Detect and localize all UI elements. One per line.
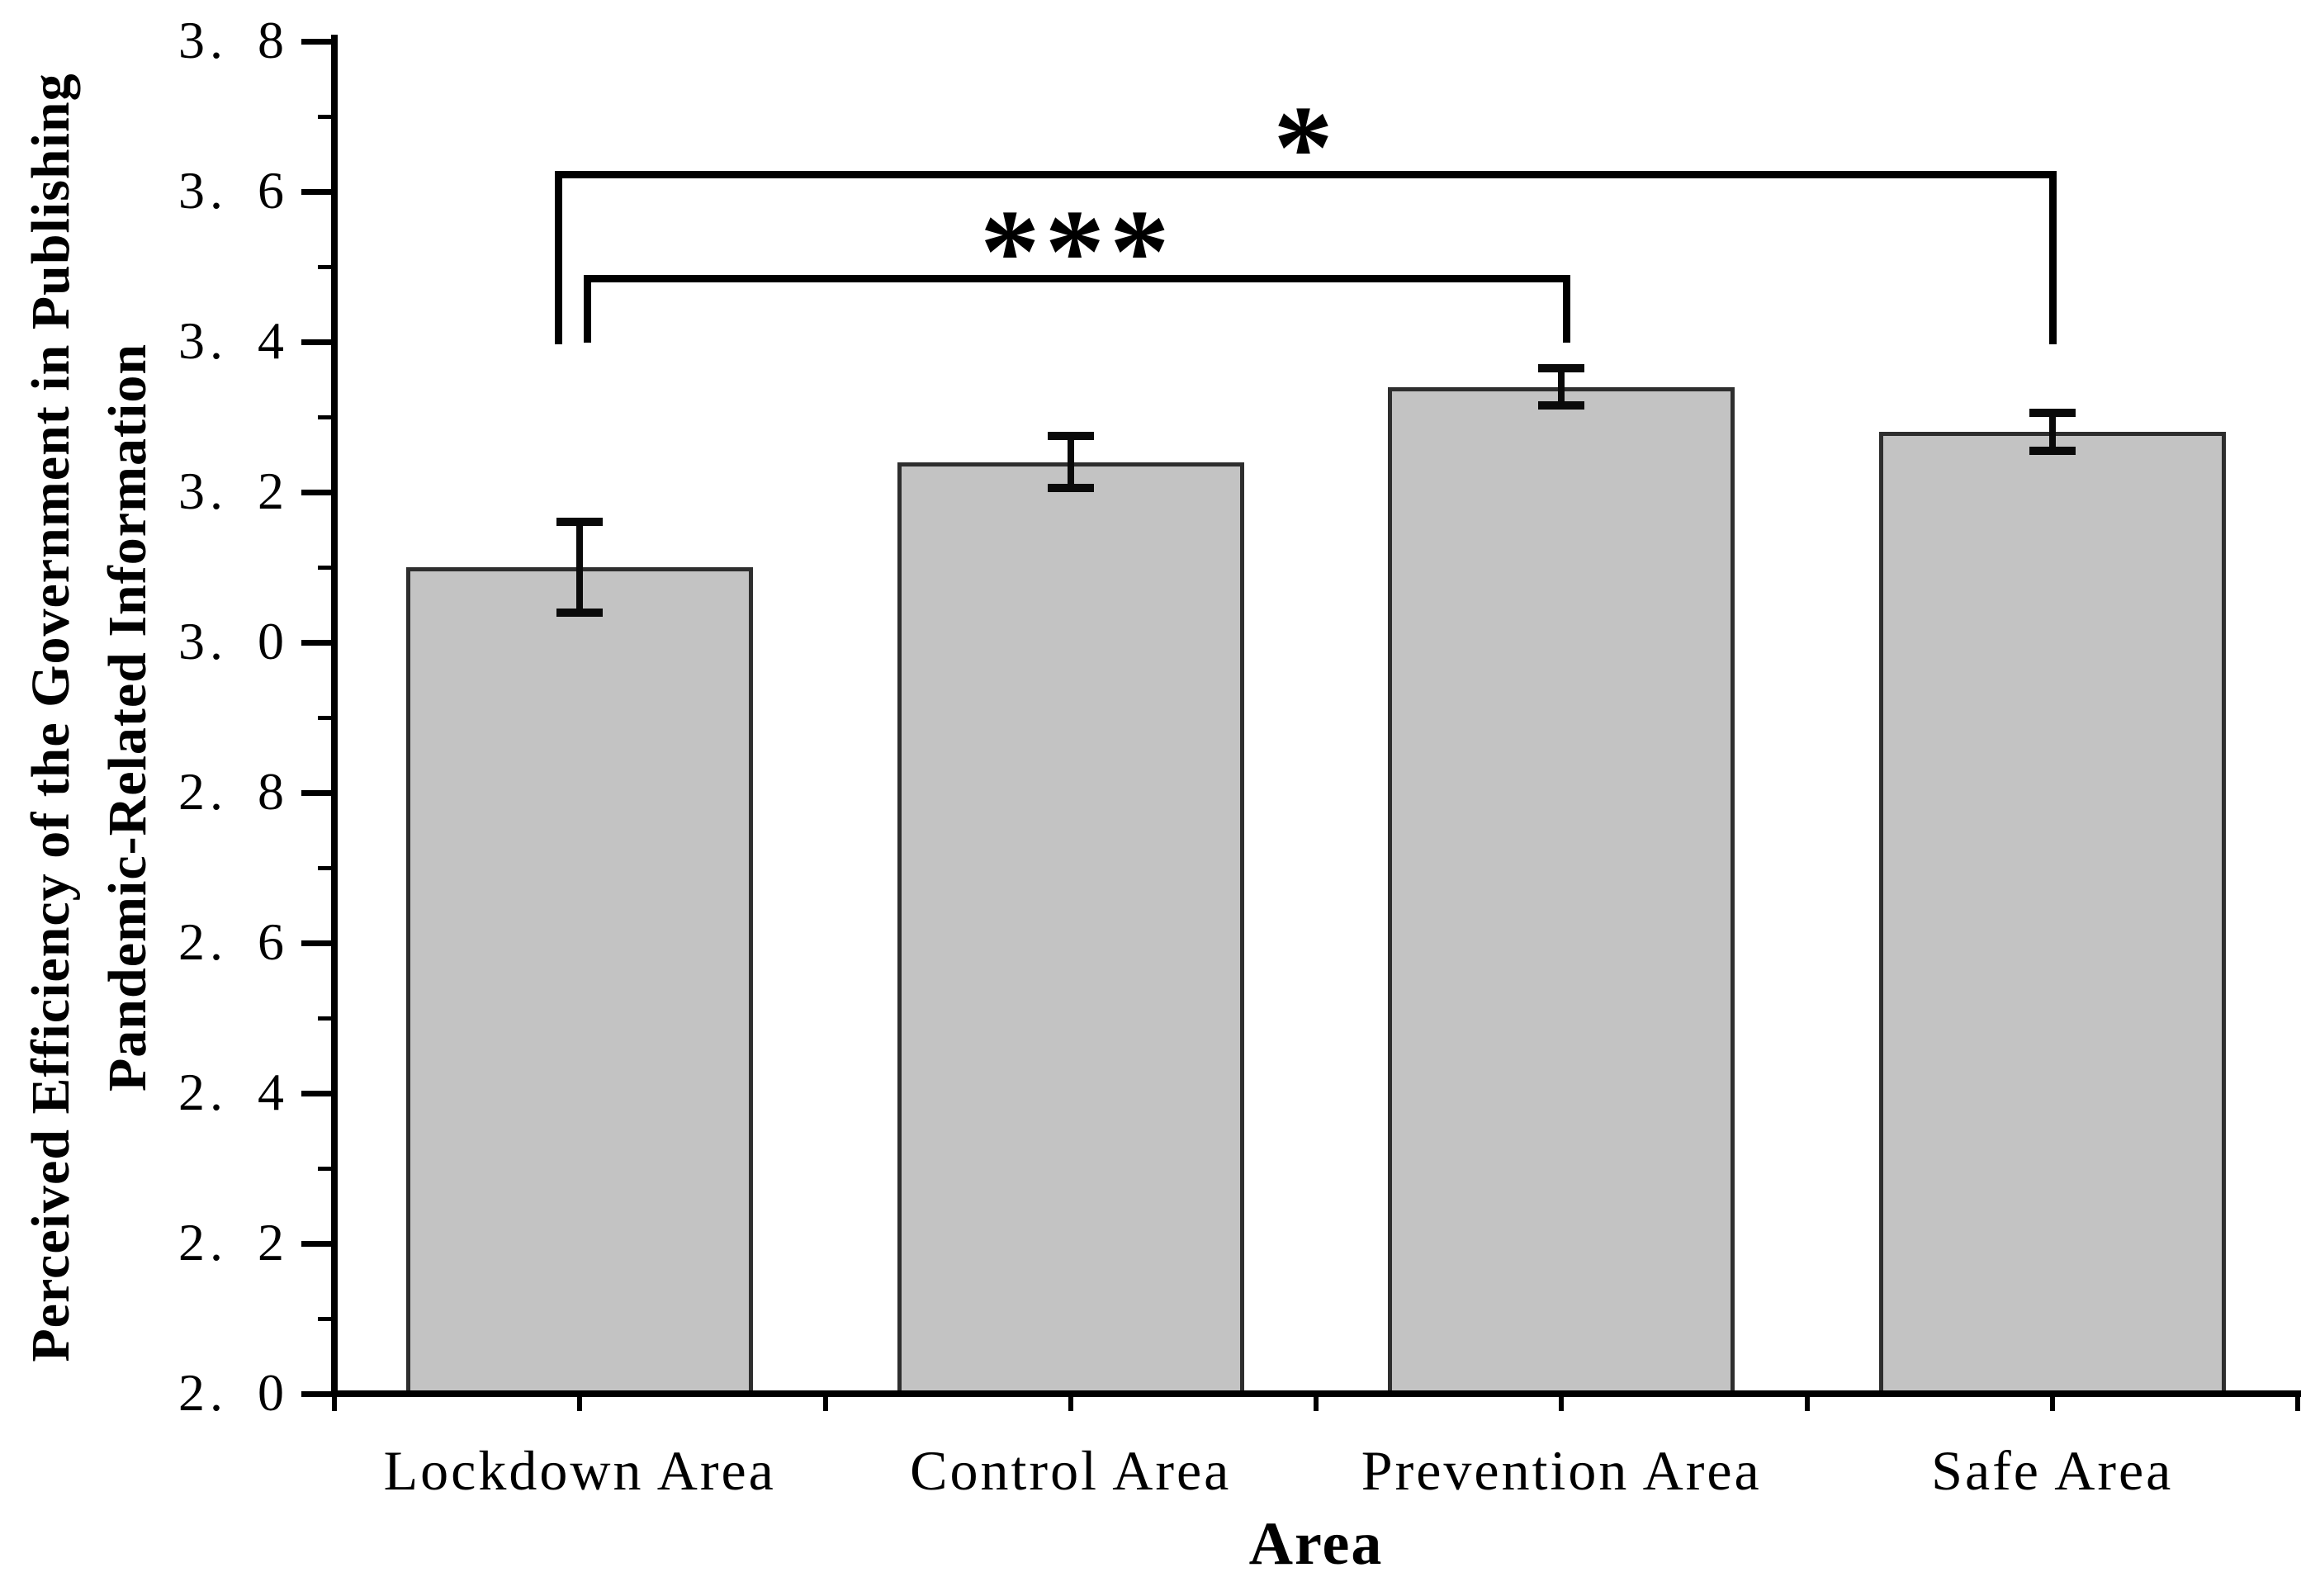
significance-bracket-left	[584, 275, 592, 343]
error-bar-stem	[2048, 413, 2056, 451]
x-tick	[2049, 1397, 2055, 1411]
significance-bracket-bar	[555, 171, 2057, 178]
error-bar-cap-bottom	[556, 608, 604, 617]
significance-bracket-bar	[584, 275, 1571, 282]
x-tick	[2295, 1397, 2300, 1411]
significance-label: ***	[980, 186, 1175, 318]
significance-bracket-right	[1563, 275, 1571, 343]
bar-control-area	[897, 462, 1244, 1397]
x-tick	[1804, 1397, 1810, 1411]
x-tick	[1314, 1397, 1319, 1411]
error-bar-cap-top	[1047, 431, 1094, 440]
y-major-tick	[301, 1090, 334, 1096]
y-minor-tick	[318, 715, 334, 720]
y-major-tick	[301, 1240, 334, 1247]
y-major-tick	[301, 789, 334, 796]
y-minor-tick	[318, 114, 334, 119]
y-major-tick	[301, 38, 334, 45]
significance-label: *	[1273, 82, 1338, 214]
y-minor-tick	[318, 565, 334, 570]
error-bar-cap-top	[556, 518, 604, 527]
y-tick-label: 3. 0	[178, 612, 289, 670]
significance-bracket-right	[2048, 171, 2057, 344]
error-bar-cap-bottom	[1047, 484, 1094, 493]
y-tick-label: 2. 4	[178, 1063, 289, 1121]
error-bar-cap-bottom	[2029, 446, 2076, 455]
y-axis-title-line-1: Perceived Efficiency of the Government i…	[21, 73, 81, 1362]
y-axis-line	[331, 35, 338, 1397]
y-major-tick	[301, 639, 334, 646]
y-major-tick	[301, 339, 334, 345]
x-tick-label: Safe Area	[1931, 1439, 2174, 1502]
x-tick	[1559, 1397, 1565, 1411]
x-tick-label: Lockdown Area	[383, 1439, 776, 1502]
y-axis-title-line-2: Pandemic-Related Information	[97, 343, 158, 1092]
y-minor-tick	[318, 1166, 334, 1171]
y-tick-label: 3. 8	[178, 11, 289, 69]
y-tick-label: 3. 6	[178, 161, 289, 220]
y-tick-label: 3. 2	[178, 462, 289, 520]
error-bar-stem	[576, 522, 584, 613]
error-bar-stem	[1067, 435, 1074, 489]
x-tick-label: Control Area	[910, 1439, 1232, 1502]
y-tick-label: 2. 0	[178, 1363, 289, 1422]
error-bar-cap-top	[2029, 409, 2076, 418]
y-major-tick	[301, 1390, 334, 1397]
y-tick-label: 2. 8	[178, 762, 289, 821]
error-bar-stem	[1558, 367, 1565, 406]
x-tick-label: Prevention Area	[1361, 1439, 1762, 1502]
y-minor-tick	[318, 1316, 334, 1321]
bar-lockdown-area	[406, 567, 754, 1397]
y-major-tick	[301, 489, 334, 495]
x-axis-title: Area	[1248, 1510, 1384, 1578]
y-major-tick	[301, 940, 334, 946]
y-minor-tick	[318, 865, 334, 870]
bar-prevention-area	[1388, 386, 1735, 1397]
error-bar-cap-top	[1538, 363, 1585, 372]
significance-bracket-left	[555, 171, 563, 344]
y-minor-tick	[318, 264, 334, 269]
x-axis-line	[331, 1390, 2301, 1397]
bar-safe-area	[1878, 432, 2226, 1397]
y-tick-label: 2. 6	[178, 912, 289, 971]
y-minor-tick	[318, 414, 334, 419]
x-tick	[822, 1397, 828, 1411]
error-bar-cap-bottom	[1538, 401, 1585, 410]
y-tick-label: 2. 2	[178, 1213, 289, 1272]
y-tick-label: 3. 4	[178, 311, 289, 370]
x-tick	[577, 1397, 583, 1411]
x-tick	[332, 1397, 337, 1411]
y-major-tick	[301, 188, 334, 195]
y-minor-tick	[318, 1016, 334, 1021]
x-tick	[1068, 1397, 1073, 1411]
